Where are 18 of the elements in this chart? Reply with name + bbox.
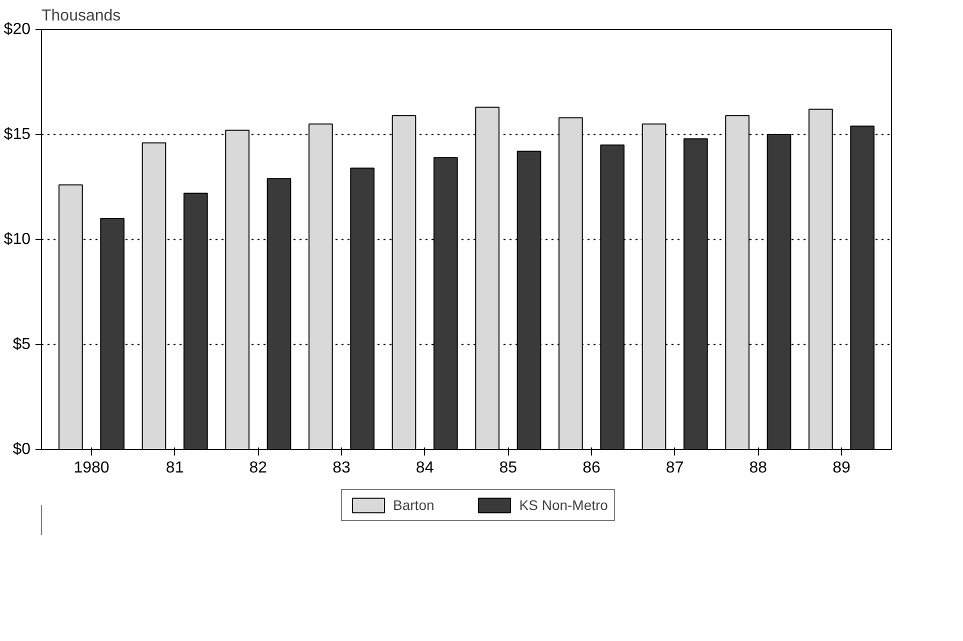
- x-tick-label: 1980: [74, 460, 110, 476]
- y-tick-label: $0: [12, 441, 31, 458]
- legend-label: KS Non-Metro: [519, 497, 608, 513]
- legend-label: Barton: [393, 497, 434, 513]
- x-tick-label: 83: [332, 460, 350, 476]
- x-tick-label: 81: [166, 460, 184, 476]
- x-tick-label: 82: [249, 460, 268, 476]
- x-tick-label: 87: [666, 460, 684, 476]
- y-tick-label: $20: [4, 21, 31, 38]
- y-tick-label: $10: [4, 231, 31, 248]
- x-tick-label: 88: [749, 460, 768, 476]
- x-tick-label: 84: [416, 460, 434, 476]
- y-tick-label: $5: [12, 336, 31, 353]
- x-tick-label: 89: [832, 460, 850, 476]
- y-tick-label: $15: [4, 126, 31, 143]
- x-tick-label: 85: [499, 460, 518, 476]
- y-axis-title: Thousands: [42, 8, 121, 24]
- x-tick-label: 86: [582, 460, 600, 476]
